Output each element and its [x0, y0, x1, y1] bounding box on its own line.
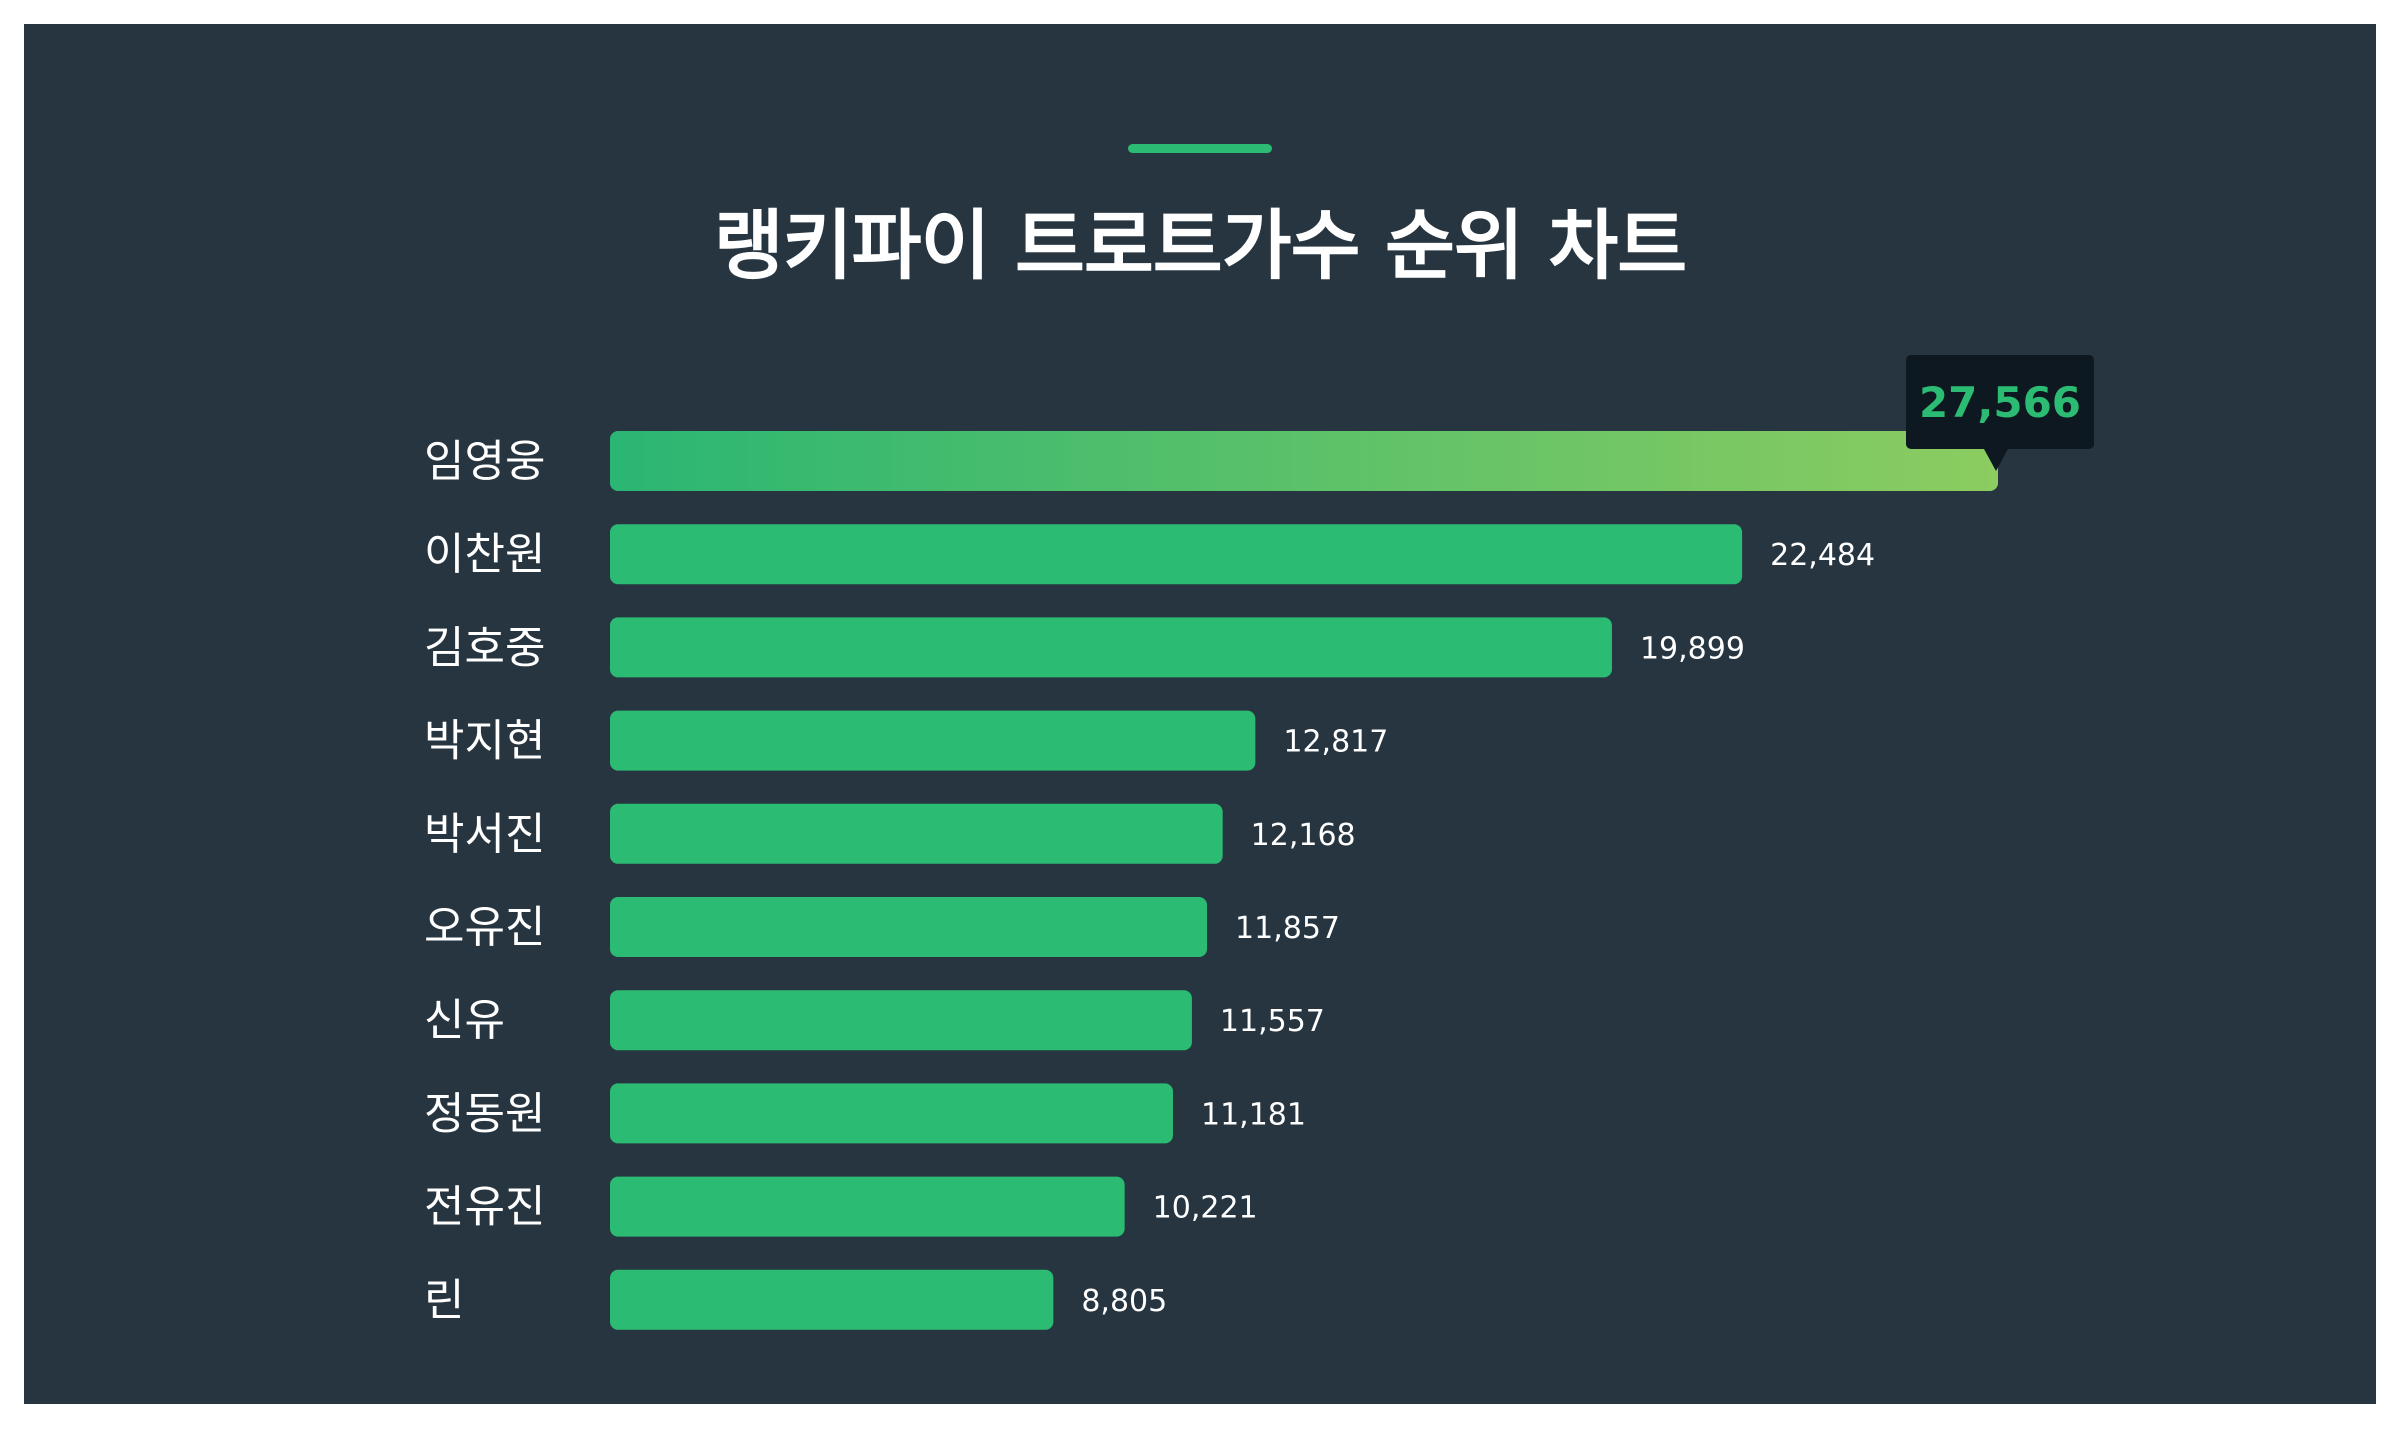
category-label: 오유진 — [424, 902, 545, 953]
value-label: 19,899 — [1640, 631, 1745, 666]
title-accent-line — [1128, 144, 1272, 153]
value-label: 12,168 — [1251, 818, 1356, 853]
bar — [610, 524, 1743, 585]
tooltip-value-label: 27,566 — [1919, 378, 2081, 427]
bar — [610, 1269, 1054, 1330]
category-label: 린 — [424, 1275, 464, 1326]
value-label: 11,557 — [1220, 1004, 1325, 1039]
value-label: 11,181 — [1201, 1097, 1306, 1132]
bar — [610, 897, 1208, 957]
category-label: 김호중 — [424, 622, 545, 673]
value-label: 10,221 — [1153, 1191, 1258, 1226]
value-label: 22,484 — [1770, 538, 1875, 573]
value-label: 12,817 — [1283, 725, 1388, 760]
category-label: 임영웅 — [424, 436, 545, 487]
chart-title: 랭키파이 트로트가수 순위 차트 — [713, 201, 1687, 290]
bar — [610, 710, 1256, 771]
category-label: 전유진 — [424, 1182, 545, 1233]
category-label: 정동원 — [424, 1088, 545, 1139]
category-label: 박서진 — [424, 809, 545, 860]
category-label: 박지현 — [424, 716, 545, 767]
tooltip-pointer — [1984, 449, 2008, 471]
category-label: 신유 — [424, 995, 505, 1046]
bar — [610, 1176, 1125, 1237]
bar — [610, 617, 1612, 678]
bar — [610, 990, 1192, 1051]
value-label: 8,805 — [1081, 1284, 1167, 1319]
bar — [610, 1083, 1173, 1144]
category-label: 이찬원 — [424, 529, 545, 580]
value-tooltip — [1906, 355, 2094, 449]
bar — [610, 803, 1223, 864]
value-label: 11,857 — [1235, 911, 1340, 946]
bar-highlighted — [610, 431, 1998, 491]
